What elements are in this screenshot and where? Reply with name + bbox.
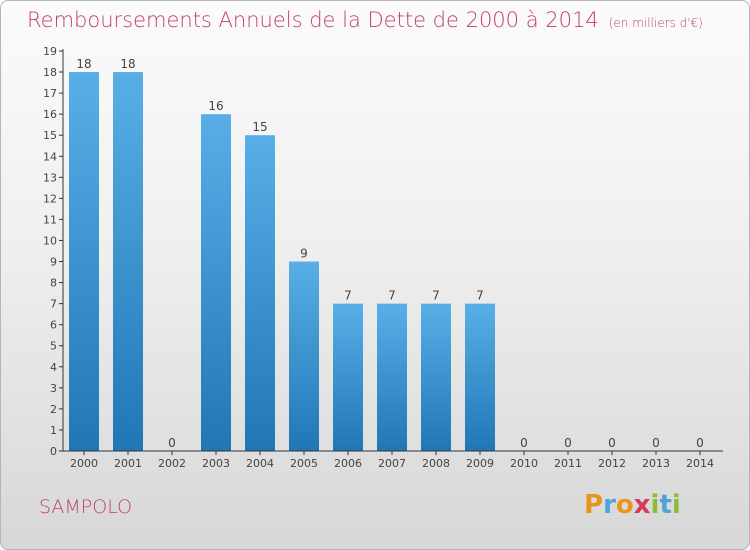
y-tick-label: 19: [43, 45, 57, 58]
x-tick-label: 2009: [466, 457, 494, 470]
x-tick-label: 2012: [598, 457, 626, 470]
x-tick-label: 2007: [378, 457, 406, 470]
y-tick-label: 4: [50, 361, 57, 374]
x-axis: 2000 2001 2002 2003 2004 2005 2006 2007 2008 2009…: [63, 450, 723, 470]
y-tick-label: 0: [50, 445, 57, 458]
proxiti-logo: Proxiti: [584, 490, 681, 520]
bar-value-label: 0: [520, 436, 528, 450]
x-tick-label: 2010: [510, 457, 538, 470]
bar: [69, 72, 99, 451]
bar: [201, 114, 231, 451]
bar-value-label: 7: [388, 289, 396, 303]
y-tick-label: 3: [50, 382, 57, 395]
y-tick-label: 5: [50, 340, 57, 353]
x-tick-label: 2014: [686, 457, 714, 470]
x-tick-label: 2001: [114, 457, 142, 470]
y-tick-label: 18: [43, 66, 57, 79]
x-tick-label: 2006: [334, 457, 362, 470]
y-tick-label: 15: [43, 129, 57, 142]
logo-letter: r: [603, 490, 616, 520]
x-tick-label: 2013: [642, 457, 670, 470]
bar-value-label: 7: [344, 289, 352, 303]
bar-value-label: 9: [300, 247, 308, 261]
y-tick-label: 13: [43, 171, 57, 184]
bar: [377, 303, 407, 451]
y-tick-label: 11: [43, 213, 57, 226]
x-tick-label: 2011: [554, 457, 582, 470]
logo-letter: i: [650, 490, 660, 520]
y-tick-label: 10: [43, 234, 57, 247]
y-tick-label: 6: [50, 319, 57, 332]
bar-value-label: 0: [168, 436, 176, 450]
bar-value-label: 0: [696, 436, 704, 450]
y-tick-label: 14: [43, 150, 57, 163]
bar: [421, 303, 451, 451]
y-tick-label: 12: [43, 192, 57, 205]
y-tick-label: 7: [50, 298, 57, 311]
bar: [333, 303, 363, 451]
bar-value-label: 15: [252, 120, 267, 134]
x-tick-label: 2002: [158, 457, 186, 470]
y-tick-label: 2: [50, 403, 57, 416]
logo-letter: t: [659, 490, 672, 520]
bar-value-label: 0: [652, 436, 660, 450]
chart-title-text: Remboursements Annuels de la Dette de 20…: [27, 8, 599, 32]
commune-name: SAMPOLO: [39, 496, 133, 518]
bar: [245, 135, 275, 452]
x-tick-label: 2005: [290, 457, 318, 470]
x-tick-label: 2000: [70, 457, 98, 470]
bar-value-label: 18: [120, 57, 135, 71]
x-tick-label: 2008: [422, 457, 450, 470]
y-tick-label: 16: [43, 108, 57, 121]
y-tick-label: 17: [43, 87, 57, 100]
bar-value-label: 0: [564, 436, 572, 450]
x-tick-label: 2003: [202, 457, 230, 470]
bar: [113, 72, 143, 451]
bar-value-label: 7: [476, 289, 484, 303]
logo-letter: x: [633, 490, 651, 520]
bar: [465, 303, 495, 451]
chart-unit-note: (en milliers d'€): [608, 16, 703, 30]
logo-letter: o: [615, 490, 634, 520]
chart-title: Remboursements Annuels de la Dette de 20…: [27, 8, 703, 32]
logo-letter: P: [584, 490, 604, 520]
logo-letter: i: [671, 490, 681, 520]
y-tick-label: 9: [50, 256, 57, 269]
bars-group: 18 18 0 16 15 9 7 7 7 7 0 0 0 0 0: [69, 57, 704, 452]
y-tick-label: 1: [50, 424, 57, 437]
y-tick-label: 8: [50, 277, 57, 290]
x-tick-label: 2004: [246, 457, 274, 470]
bar-value-label: 7: [432, 289, 440, 303]
bar: [289, 261, 319, 451]
bar-value-label: 18: [76, 57, 91, 71]
bar-value-label: 0: [608, 436, 616, 450]
bar-value-label: 16: [208, 99, 223, 113]
